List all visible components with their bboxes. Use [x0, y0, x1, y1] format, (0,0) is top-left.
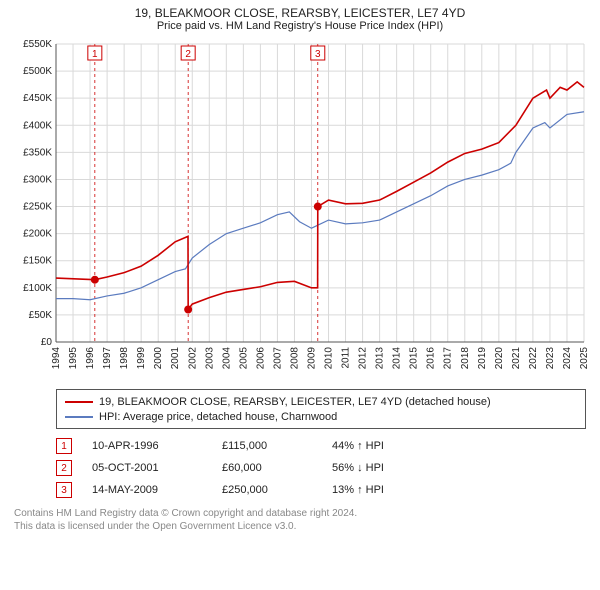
svg-text:1: 1 — [92, 49, 98, 60]
svg-text:2024: 2024 — [562, 347, 573, 370]
svg-text:2: 2 — [185, 49, 191, 60]
event-row: 1 10-APR-1996£115,00044% ↑ HPI — [56, 435, 592, 457]
svg-text:£450K: £450K — [23, 93, 52, 104]
event-row: 3 14-MAY-2009£250,00013% ↑ HPI — [56, 479, 592, 501]
legend-swatch — [65, 416, 93, 418]
svg-text:£400K: £400K — [23, 120, 52, 131]
event-pct: 44% ↑ HPI — [332, 440, 384, 452]
svg-text:2025: 2025 — [579, 347, 590, 370]
event-pct: 13% ↑ HPI — [332, 484, 384, 496]
event-date: 10-APR-1996 — [92, 440, 222, 452]
svg-text:2001: 2001 — [170, 347, 181, 370]
svg-text:2009: 2009 — [306, 347, 317, 370]
svg-text:2013: 2013 — [375, 347, 386, 370]
svg-text:£300K: £300K — [23, 174, 52, 185]
svg-text:1995: 1995 — [68, 347, 79, 370]
legend-label: HPI: Average price, detached house, Char… — [99, 411, 337, 423]
footer-line: This data is licensed under the Open Gov… — [14, 520, 586, 533]
svg-text:2010: 2010 — [324, 347, 335, 370]
svg-text:2014: 2014 — [392, 347, 403, 370]
svg-text:2023: 2023 — [545, 347, 556, 370]
chart-svg: £0 £50K £100K £150K £200K £250K £300K £350K £400… — [8, 36, 592, 378]
svg-text:2018: 2018 — [460, 347, 471, 370]
svg-text:2002: 2002 — [187, 347, 198, 370]
event-date: 14-MAY-2009 — [92, 484, 222, 496]
legend-item: HPI: Average price, detached house, Char… — [65, 409, 577, 424]
event-badge: 3 — [56, 482, 72, 498]
svg-text:£100K: £100K — [23, 283, 52, 294]
event-price: £250,000 — [222, 484, 332, 496]
svg-text:2003: 2003 — [204, 347, 215, 370]
svg-text:2020: 2020 — [494, 347, 505, 370]
svg-text:2019: 2019 — [477, 347, 488, 370]
svg-text:1996: 1996 — [85, 347, 96, 370]
svg-text:1997: 1997 — [102, 347, 113, 370]
legend-label: 19, BLEAKMOOR CLOSE, REARSBY, LEICESTER,… — [99, 396, 491, 408]
svg-text:£150K: £150K — [23, 256, 52, 267]
svg-text:£250K: £250K — [23, 202, 52, 213]
svg-text:2012: 2012 — [358, 347, 369, 370]
svg-text:2000: 2000 — [153, 347, 164, 370]
footer-line: Contains HM Land Registry data © Crown c… — [14, 507, 586, 520]
svg-text:2007: 2007 — [272, 347, 283, 370]
svg-text:£200K: £200K — [23, 229, 52, 240]
footer: Contains HM Land Registry data © Crown c… — [14, 507, 586, 533]
svg-text:£550K: £550K — [23, 39, 52, 50]
svg-text:1999: 1999 — [136, 347, 147, 370]
legend-item: 19, BLEAKMOOR CLOSE, REARSBY, LEICESTER,… — [65, 394, 577, 409]
svg-text:2006: 2006 — [255, 347, 266, 370]
svg-text:£50K: £50K — [29, 310, 53, 321]
svg-text:2005: 2005 — [238, 347, 249, 370]
event-badge: 1 — [56, 438, 72, 454]
price-chart: £0 £50K £100K £150K £200K £250K £300K £350K £400… — [8, 36, 592, 381]
event-price: £115,000 — [222, 440, 332, 452]
legend: 19, BLEAKMOOR CLOSE, REARSBY, LEICESTER,… — [56, 389, 586, 429]
svg-text:2016: 2016 — [426, 347, 437, 370]
chart-title: 19, BLEAKMOOR CLOSE, REARSBY, LEICESTER,… — [8, 6, 592, 20]
chart-subtitle: Price paid vs. HM Land Registry's House … — [8, 20, 592, 32]
svg-text:2021: 2021 — [511, 347, 522, 370]
event-row: 2 05-OCT-2001£60,00056% ↓ HPI — [56, 457, 592, 479]
event-pct: 56% ↓ HPI — [332, 462, 384, 474]
svg-text:2011: 2011 — [341, 347, 352, 369]
svg-text:2022: 2022 — [528, 347, 539, 370]
svg-text:3: 3 — [315, 49, 321, 60]
svg-text:2017: 2017 — [443, 347, 454, 370]
event-table: 1 10-APR-1996£115,00044% ↑ HPI 2 05-OCT-200… — [56, 435, 592, 501]
svg-text:2015: 2015 — [409, 347, 420, 370]
svg-text:2004: 2004 — [221, 347, 232, 370]
event-badge: 2 — [56, 460, 72, 476]
svg-text:£0: £0 — [41, 337, 53, 348]
svg-text:1994: 1994 — [51, 347, 62, 370]
svg-text:2008: 2008 — [289, 347, 300, 370]
svg-text:£500K: £500K — [23, 66, 52, 77]
event-price: £60,000 — [222, 462, 332, 474]
legend-swatch — [65, 401, 93, 403]
svg-text:1998: 1998 — [119, 347, 130, 370]
event-date: 05-OCT-2001 — [92, 462, 222, 474]
svg-text:£350K: £350K — [23, 147, 52, 158]
